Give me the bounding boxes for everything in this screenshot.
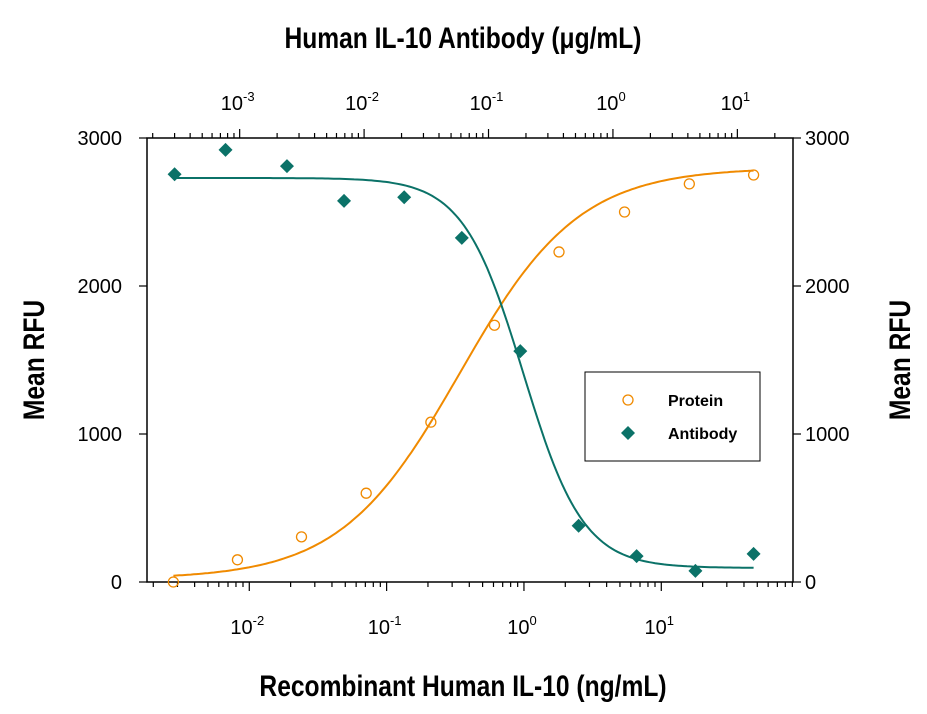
data-point-protein [553, 246, 565, 258]
legend: Protein Antibody [584, 371, 761, 462]
x-tick-label: 10-1 [470, 89, 504, 115]
data-point-antibody [513, 344, 528, 359]
legend-protein-label: Protein [668, 393, 723, 410]
right-y-axis-title: Mean RFU [883, 300, 917, 420]
y2-tick-label: 3000 [805, 128, 850, 150]
data-point-protein [747, 169, 760, 181]
x-tick-label: 100 [507, 613, 536, 639]
data-point-antibody [746, 546, 761, 561]
fit-curve-antibody [174, 177, 754, 569]
data-point-antibody [337, 193, 352, 208]
left-y-axis-title: Mean RFU [17, 300, 51, 420]
y2-tick-label: 2000 [805, 276, 850, 298]
plot-frame [146, 137, 794, 583]
data-point-protein [295, 531, 308, 543]
top-axis-title: Human IL-10 Antibody (μg/mL) [284, 21, 641, 55]
data-point-antibody [571, 518, 586, 533]
x-tick-label: 101 [645, 613, 674, 639]
data-point-protein [488, 319, 501, 331]
x-tick-label: 10-2 [345, 89, 379, 115]
data-point-antibody [454, 230, 469, 245]
data-point-antibody [629, 549, 644, 564]
data-point-protein [683, 178, 695, 190]
data-point-antibody [167, 167, 182, 182]
bottom-axis-title: Recombinant Human IL-10 (ng/mL) [259, 669, 666, 703]
data-point-antibody [688, 563, 703, 578]
fit-curve-protein [173, 169, 754, 577]
data-point-protein [231, 554, 244, 566]
data-point-protein [618, 206, 631, 218]
y2-tick-label: 1000 [805, 424, 850, 446]
x-tick-label: 101 [721, 89, 750, 115]
data-point-protein [167, 576, 180, 588]
x-tick-label: 100 [596, 89, 625, 115]
x-tick-label: 10-1 [368, 613, 402, 639]
y-tick-label: 0 [111, 572, 122, 594]
y-tick-label: 1000 [78, 424, 123, 446]
y-tick-label: 2000 [78, 276, 123, 298]
legend-box [584, 371, 761, 462]
data-point-protein [425, 416, 437, 428]
y-tick-label: 3000 [78, 128, 123, 150]
x-tick-label: 10-2 [230, 613, 264, 639]
legend-antibody-label: Antibody [668, 426, 737, 443]
data-point-antibody [279, 159, 294, 174]
x-tick-label: 10-3 [221, 89, 255, 115]
data-point-protein [360, 487, 372, 499]
data-point-antibody [218, 142, 233, 157]
legend-protein-marker [622, 394, 634, 406]
legend-antibody-marker [621, 426, 635, 440]
data-point-antibody [397, 190, 412, 205]
y2-tick-label: 0 [805, 572, 816, 594]
